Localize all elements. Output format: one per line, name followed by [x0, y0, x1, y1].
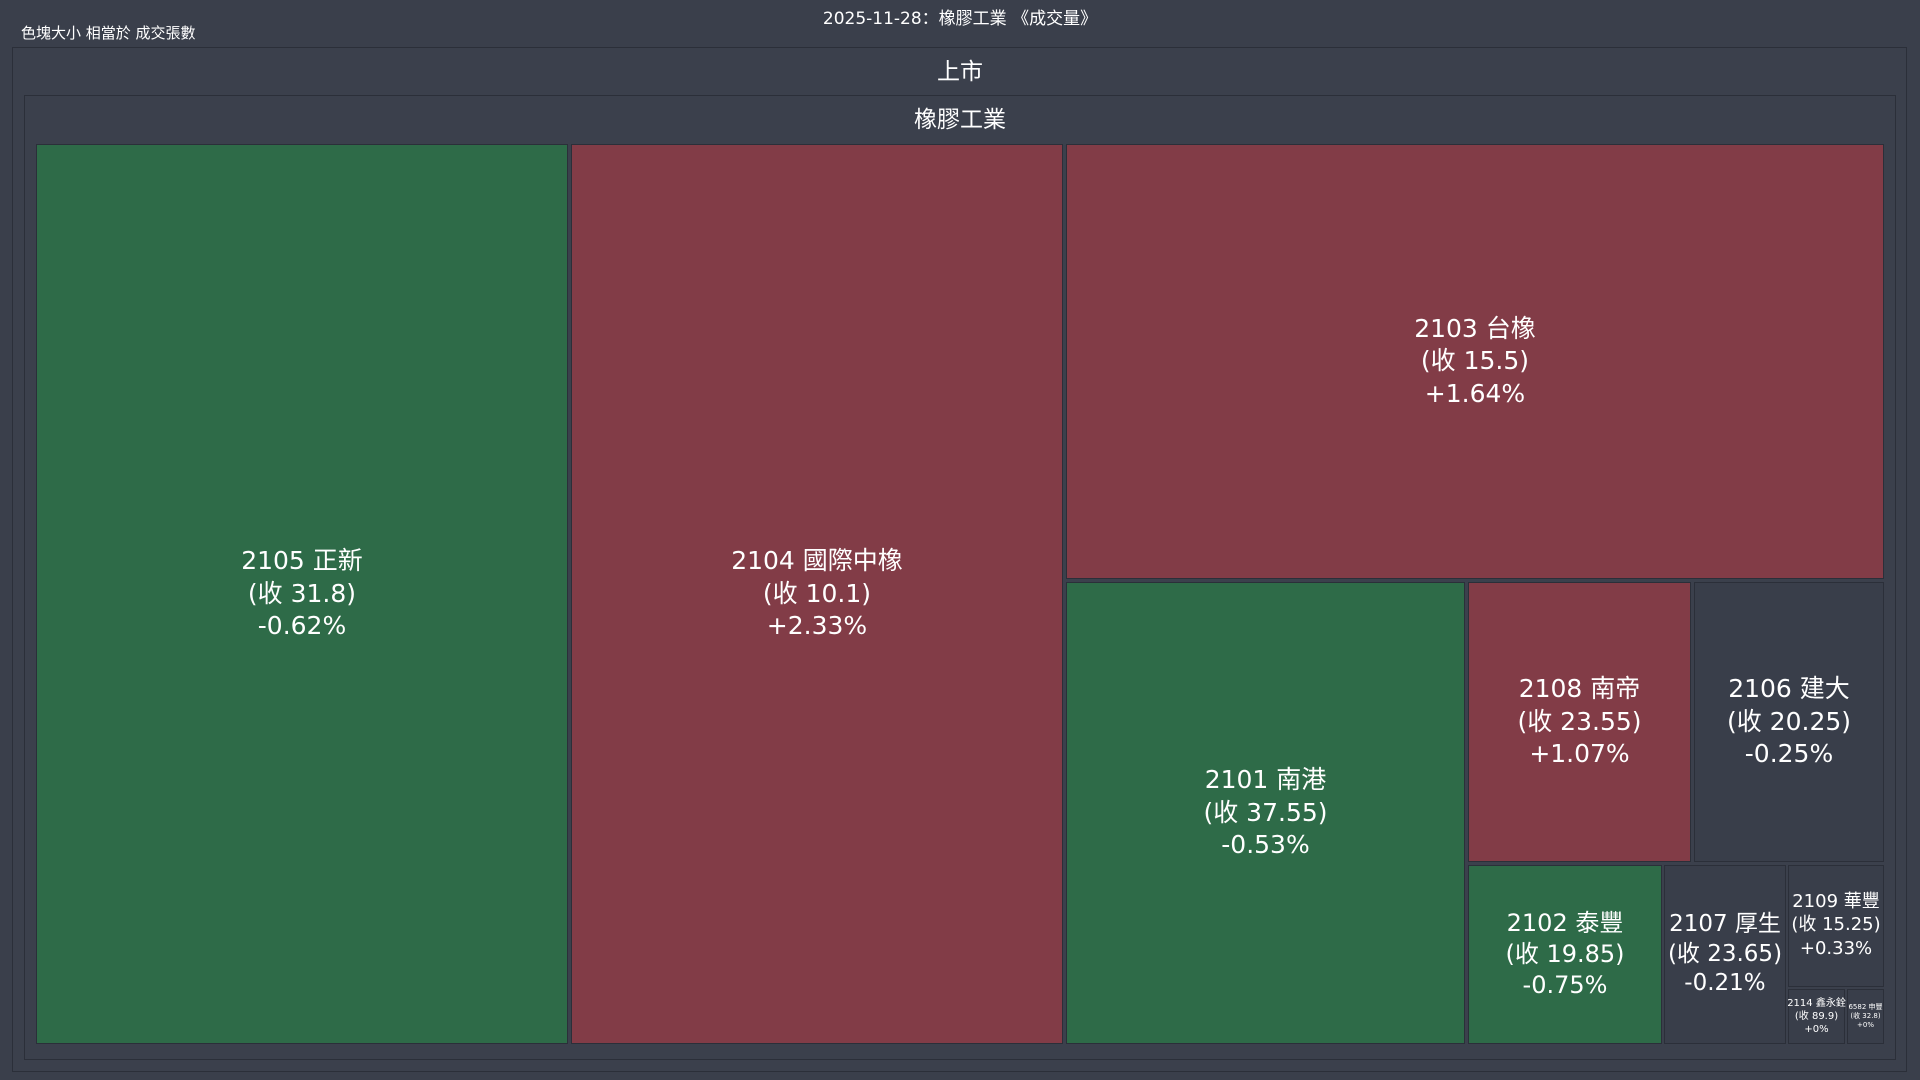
tile-label: 2105 正新 (收 31.8) -0.62%	[241, 546, 363, 641]
tile-2105[interactable]: 2105 正新 (收 31.8) -0.62%	[36, 144, 568, 1044]
tile-label: 2101 南港 (收 37.55) -0.53%	[1203, 765, 1328, 860]
tile-2109[interactable]: 2109 華豐 (收 15.25) +0.33%	[1788, 865, 1884, 987]
tile-2106[interactable]: 2106 建大 (收 20.25) -0.25%	[1694, 582, 1884, 862]
group-industry-label: 橡膠工業	[914, 107, 1006, 133]
tile-2114[interactable]: 2114 鑫永銓 (收 89.9) +0%	[1787, 989, 1846, 1044]
group-market-label: 上市	[937, 59, 983, 85]
tile-label: 2104 國際中橡 (收 10.1) +2.33%	[731, 546, 903, 641]
tile-2101[interactable]: 2101 南港 (收 37.55) -0.53%	[1066, 582, 1465, 1044]
tile-label: 2106 建大 (收 20.25) -0.25%	[1726, 674, 1852, 769]
tile-label: 2107 厚生 (收 23.65) -0.21%	[1667, 910, 1783, 997]
chart-title: 2025-11-28：橡膠工業 《成交量》	[822, 9, 1098, 29]
tile-2103[interactable]: 2103 台橡 (收 15.5) +1.64%	[1066, 144, 1884, 579]
tile-label: 2109 華豐 (收 15.25) +0.33%	[1791, 891, 1881, 959]
tile-label: 2108 南帝 (收 23.55) +1.07%	[1517, 674, 1642, 769]
tile-2104[interactable]: 2104 國際中橡 (收 10.1) +2.33%	[571, 144, 1063, 1044]
size-legend-note: 色塊大小 相當於 成交張數	[21, 24, 196, 42]
tile-2108[interactable]: 2108 南帝 (收 23.55) +1.07%	[1468, 582, 1691, 862]
tile-label: 2102 泰豐 (收 19.85) -0.75%	[1505, 908, 1625, 1000]
tile-label: 2114 鑫永銓 (收 89.9) +0%	[1787, 998, 1846, 1035]
tile-2102[interactable]: 2102 泰豐 (收 19.85) -0.75%	[1468, 865, 1662, 1044]
tile-label: 6582 申豐 (收 32.8) +0%	[1848, 1002, 1883, 1030]
tile-label: 2103 台橡 (收 15.5) +1.64%	[1414, 313, 1536, 408]
tile-2107[interactable]: 2107 厚生 (收 23.65) -0.21%	[1664, 865, 1786, 1044]
tile-6582[interactable]: 6582 申豐 (收 32.8) +0%	[1847, 989, 1884, 1044]
